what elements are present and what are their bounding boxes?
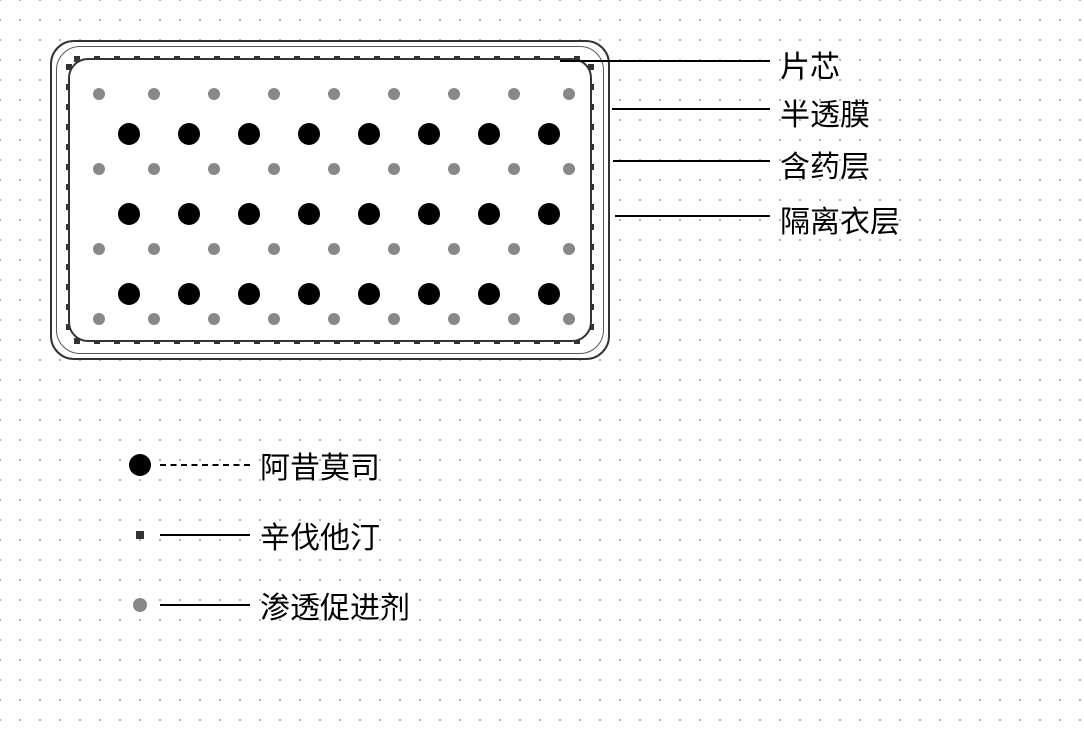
osmotic-agent-dot <box>208 313 220 325</box>
acipimox-dot <box>478 123 500 145</box>
acipimox-dot <box>358 123 380 145</box>
osmotic-agent-dot <box>208 163 220 175</box>
osmotic-agent-dot <box>93 88 105 100</box>
osmotic-agent-dot <box>448 313 460 325</box>
osmotic-agent-dot <box>563 163 575 175</box>
osmotic-agent-dot <box>328 313 340 325</box>
acipimox-dot <box>298 123 320 145</box>
med-dot-icon <box>133 598 147 612</box>
layer-label: 隔离衣层 <box>780 197 900 241</box>
osmotic-agent-dot <box>268 243 280 255</box>
tablet-core <box>78 68 582 332</box>
acipimox-dot <box>178 203 200 225</box>
legend-row: 阿昔莫司 <box>120 430 410 500</box>
acipimox-dot <box>178 123 200 145</box>
legend-row: 渗透促进剂 <box>120 570 410 640</box>
legend-line <box>160 464 250 466</box>
osmotic-agent-dot <box>328 163 340 175</box>
osmotic-agent-dot <box>508 88 520 100</box>
legend: 阿昔莫司辛伐他汀渗透促进剂 <box>120 430 410 640</box>
osmotic-agent-dot <box>388 88 400 100</box>
osmotic-agent-dot <box>93 163 105 175</box>
osmotic-agent-dot <box>563 243 575 255</box>
layer-label: 半透膜 <box>780 90 870 134</box>
legend-line <box>160 534 250 536</box>
acipimox-dot <box>178 283 200 305</box>
acipimox-dot <box>538 123 560 145</box>
acipimox-dot <box>418 283 440 305</box>
legend-line <box>160 604 250 606</box>
big-dot-icon <box>129 454 151 476</box>
acipimox-dot <box>298 203 320 225</box>
acipimox-dot <box>238 203 260 225</box>
osmotic-agent-dot <box>448 243 460 255</box>
osmotic-agent-dot <box>563 88 575 100</box>
leader-line <box>560 60 770 62</box>
legend-text: 渗透促进剂 <box>260 583 410 627</box>
legend-symbol <box>120 531 160 539</box>
leader-line <box>615 215 770 217</box>
osmotic-agent-dot <box>448 88 460 100</box>
osmotic-agent-dot <box>508 243 520 255</box>
legend-text: 辛伐他汀 <box>260 513 380 557</box>
acipimox-dot <box>358 203 380 225</box>
acipimox-dot <box>238 123 260 145</box>
acipimox-dot <box>478 203 500 225</box>
acipimox-dot <box>538 283 560 305</box>
osmotic-agent-dot <box>93 243 105 255</box>
osmotic-agent-dot <box>148 163 160 175</box>
legend-symbol <box>120 454 160 476</box>
osmotic-agent-dot <box>148 88 160 100</box>
osmotic-agent-dot <box>448 163 460 175</box>
osmotic-agent-dot <box>388 313 400 325</box>
osmotic-agent-dot <box>508 313 520 325</box>
acipimox-dot <box>358 283 380 305</box>
osmotic-agent-dot <box>208 88 220 100</box>
osmotic-agent-dot <box>388 163 400 175</box>
osmotic-agent-dot <box>268 313 280 325</box>
legend-text: 阿昔莫司 <box>260 443 380 487</box>
acipimox-dot <box>478 283 500 305</box>
osmotic-agent-dot <box>268 88 280 100</box>
acipimox-dot <box>118 123 140 145</box>
layer-label: 含药层 <box>780 142 870 186</box>
acipimox-dot <box>298 283 320 305</box>
legend-row: 辛伐他汀 <box>120 500 410 570</box>
osmotic-agent-dot <box>268 163 280 175</box>
layer-label: 片芯 <box>780 42 840 86</box>
acipimox-dot <box>418 203 440 225</box>
osmotic-agent-dot <box>328 243 340 255</box>
osmotic-agent-dot <box>388 243 400 255</box>
leader-line <box>612 108 770 110</box>
osmotic-agent-dot <box>148 243 160 255</box>
acipimox-dot <box>538 203 560 225</box>
legend-symbol <box>120 598 160 612</box>
osmotic-agent-dot <box>148 313 160 325</box>
osmotic-agent-dot <box>508 163 520 175</box>
tablet-diagram <box>50 40 610 360</box>
osmotic-agent-dot <box>328 88 340 100</box>
small-sq-icon <box>136 531 144 539</box>
osmotic-agent-dot <box>563 313 575 325</box>
acipimox-dot <box>118 283 140 305</box>
acipimox-dot <box>418 123 440 145</box>
osmotic-agent-dot <box>208 243 220 255</box>
acipimox-dot <box>118 203 140 225</box>
acipimox-dot <box>238 283 260 305</box>
osmotic-agent-dot <box>93 313 105 325</box>
leader-line <box>613 160 770 162</box>
